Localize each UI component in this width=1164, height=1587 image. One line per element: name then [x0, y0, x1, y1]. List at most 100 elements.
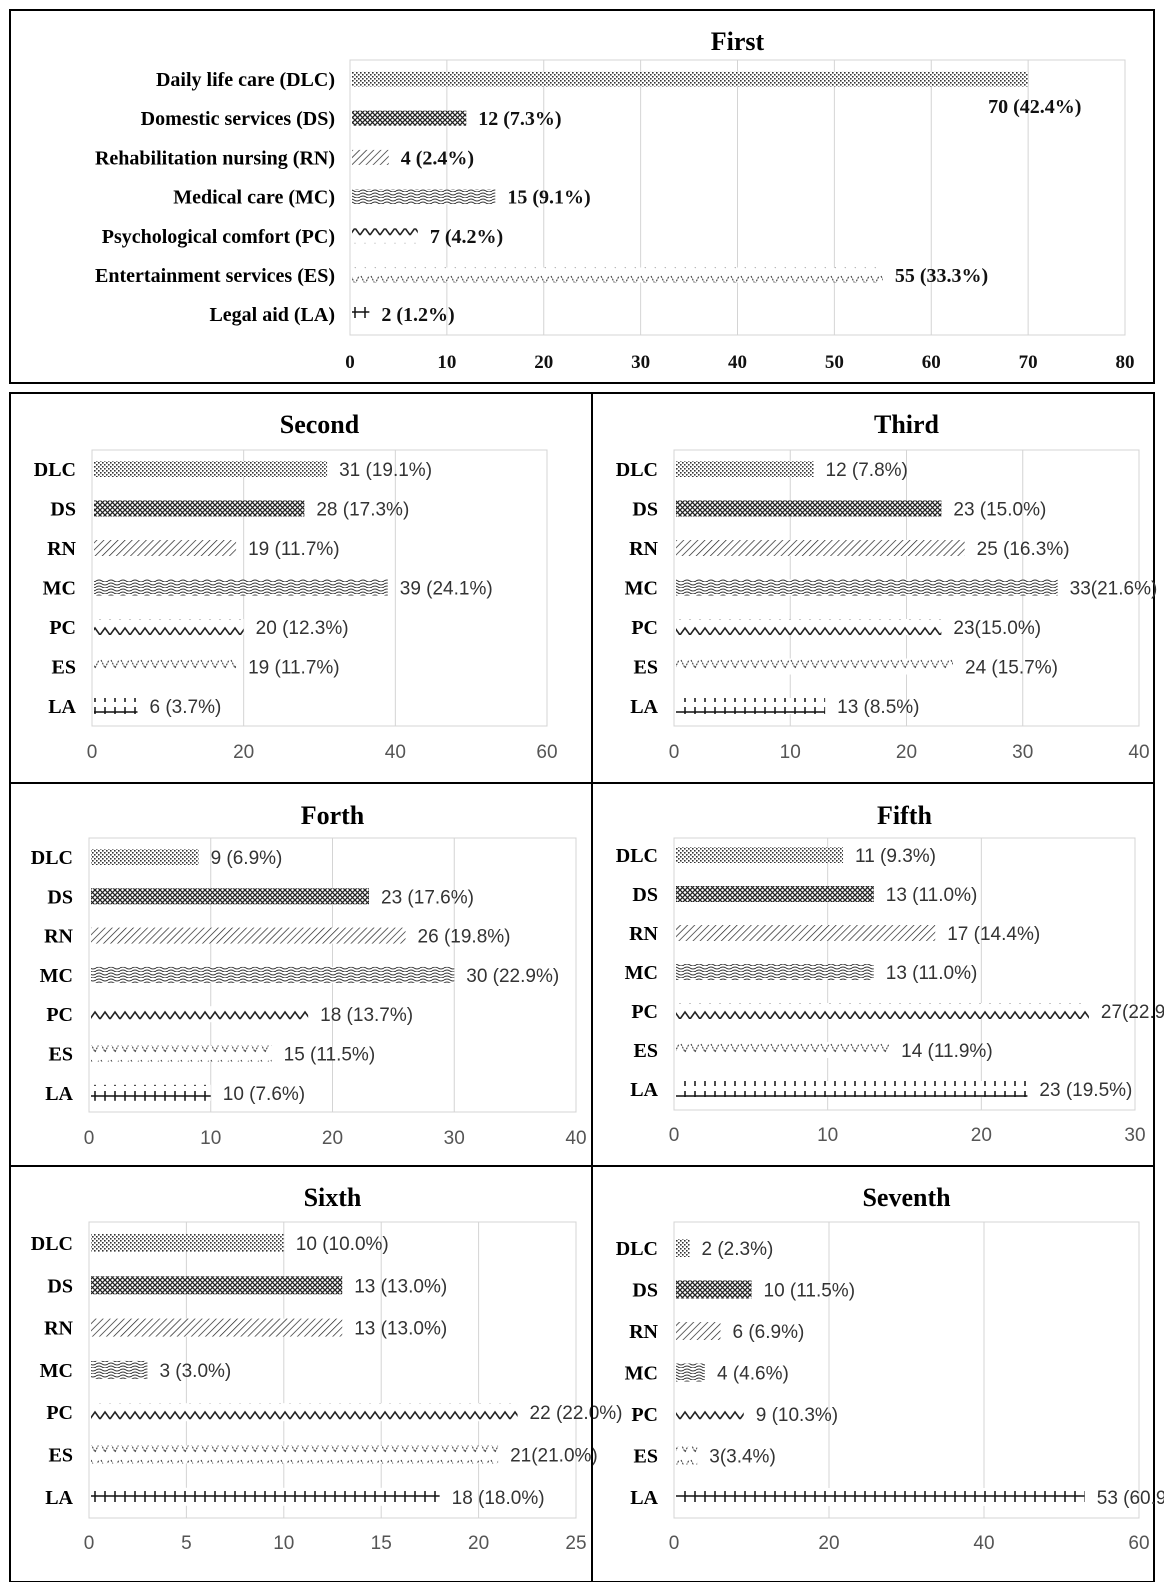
bar-ds: [676, 1280, 752, 1299]
data-label-ds: 12 (7.3%): [478, 108, 561, 130]
x-tick-label: 0: [669, 1533, 680, 1554]
data-label-la: 53 (60.9%): [1097, 1488, 1164, 1509]
bar-ds: [352, 110, 467, 126]
x-tick-label: 15: [371, 1533, 392, 1554]
bar-mc: [676, 579, 1058, 596]
category-label-rn: RN: [629, 538, 658, 560]
x-tick-label: 40: [385, 742, 406, 763]
bar-es: [91, 1445, 499, 1464]
category-label-dlc: Daily life care (DLC): [156, 69, 335, 91]
data-label-es: 14 (11.9%): [901, 1041, 993, 1062]
x-tick-label: 20: [896, 742, 917, 763]
category-label-pc: PC: [49, 617, 76, 639]
bar-rn: [676, 540, 965, 556]
category-label-mc: MC: [40, 1360, 73, 1382]
x-tick-label: 10: [817, 1125, 838, 1146]
category-label-ds: DS: [632, 499, 658, 521]
data-label-es: 15 (11.5%): [284, 1045, 376, 1066]
category-label-es: ES: [634, 1446, 658, 1468]
category-label-rn: RN: [47, 538, 76, 560]
x-tick-label: 40: [973, 1533, 994, 1554]
category-label-dlc: DLC: [616, 1238, 658, 1260]
chart-title: Third: [874, 410, 940, 439]
data-label-dlc: 2 (2.3%): [702, 1239, 774, 1260]
bar-pc: [91, 1403, 518, 1422]
category-label-la: Legal aid (LA): [209, 304, 335, 326]
data-label-ds: 13 (13.0%): [354, 1276, 447, 1297]
category-label-pc: PC: [631, 617, 658, 639]
bar-dlc: [676, 847, 844, 863]
bar-la: [676, 1081, 1028, 1097]
x-tick-label: 20: [233, 742, 254, 763]
x-tick-label: 20: [322, 1128, 343, 1149]
bar-dlc: [352, 71, 1029, 87]
x-tick-label: 0: [669, 1125, 680, 1146]
category-label-ds: DS: [47, 886, 73, 908]
bar-rn: [676, 1322, 721, 1340]
category-label-es: Entertainment services (ES): [95, 265, 335, 287]
panel-sixth: 0 5 10 15 20 25 Sixth DLC 10 (10.0%) DS 13 (13.0%)…: [9, 1165, 623, 1583]
x-tick-label: 0: [345, 352, 355, 373]
category-label-la: LA: [45, 1487, 73, 1509]
data-label-mc: 4 (4.6%): [717, 1364, 789, 1385]
bar-mc: [91, 966, 455, 983]
category-label-ds: DS: [50, 499, 76, 521]
data-label-pc: 22 (22.0%): [530, 1403, 623, 1424]
data-label-rn: 4 (2.4%): [401, 147, 474, 169]
data-label-dlc: 11 (9.3%): [855, 846, 936, 867]
category-label-mc: MC: [625, 578, 658, 600]
x-tick-label: 60: [922, 352, 941, 373]
data-label-la: 13 (8.5%): [837, 697, 919, 718]
x-tick-label: 30: [444, 1128, 465, 1149]
category-label-es: ES: [49, 1044, 73, 1066]
x-tick-label: 30: [1012, 742, 1033, 763]
category-label-es: ES: [49, 1445, 73, 1467]
x-tick-label: 50: [825, 352, 844, 373]
data-label-la: 10 (7.6%): [223, 1084, 305, 1105]
bar-ds: [676, 500, 942, 517]
category-label-dlc: DLC: [34, 459, 76, 481]
bar-la: [352, 306, 370, 322]
data-label-mc: 33(21.6%): [1070, 579, 1158, 600]
category-label-ds: Domestic services (DS): [141, 108, 335, 130]
panel-second: 0 20 40 60 Second DLC 31 (19.1%) DS 28 (17.3%) RN…: [9, 392, 593, 784]
bar-mc: [94, 579, 388, 596]
bar-es: [352, 267, 883, 283]
panel-seventh: 0 20 40 60 Seventh DLC 2 (2.3%) DS 10 (11.5%) RN 6…: [591, 1165, 1164, 1583]
x-tick-label: 10: [273, 1533, 294, 1554]
data-label-ds: 10 (11.5%): [764, 1281, 856, 1302]
x-tick-label: 70: [1019, 352, 1038, 373]
bar-pc: [676, 619, 942, 635]
data-label-rn: 17 (14.4%): [947, 924, 1040, 945]
category-label-ds: DS: [47, 1275, 73, 1297]
bar-ds: [676, 886, 874, 902]
x-tick-label: 10: [200, 1128, 221, 1149]
bar-mc: [91, 1360, 148, 1379]
bar-ds: [91, 888, 370, 905]
x-tick-label: 25: [565, 1533, 586, 1554]
data-label-es: 55 (33.3%): [895, 265, 988, 287]
data-label-es: 3(3.4%): [709, 1447, 776, 1468]
data-label-rn: 13 (13.0%): [354, 1319, 447, 1340]
bar-ds: [94, 500, 305, 517]
category-label-mc: Medical care (MC): [173, 187, 335, 209]
panel-first: 0 10 20 30 40 50 60 70 80 First Daily life care (D…: [9, 9, 1155, 384]
x-tick-label: 80: [1116, 352, 1135, 373]
x-tick-label: 0: [84, 1533, 95, 1554]
panel-fifth: 0 10 20 30 Fifth DLC 11 (9.3%) DS 13 (11.0%) RN 17…: [591, 782, 1164, 1167]
category-label-dlc: DLC: [31, 847, 73, 869]
bar-mc: [676, 1363, 705, 1382]
x-tick-label: 10: [780, 742, 801, 763]
category-label-rn: RN: [629, 923, 658, 945]
x-tick-label: 20: [468, 1533, 489, 1554]
x-tick-label: 60: [536, 742, 557, 763]
bar-dlc: [94, 461, 328, 477]
bar-mc: [352, 189, 496, 205]
data-label-dlc: 31 (19.1%): [339, 460, 432, 481]
data-label-ds: 23 (15.0%): [953, 500, 1046, 521]
data-label-pc: 20 (12.3%): [256, 618, 349, 639]
bar-pc: [94, 619, 244, 635]
data-label-pc: 18 (13.7%): [320, 1005, 413, 1026]
